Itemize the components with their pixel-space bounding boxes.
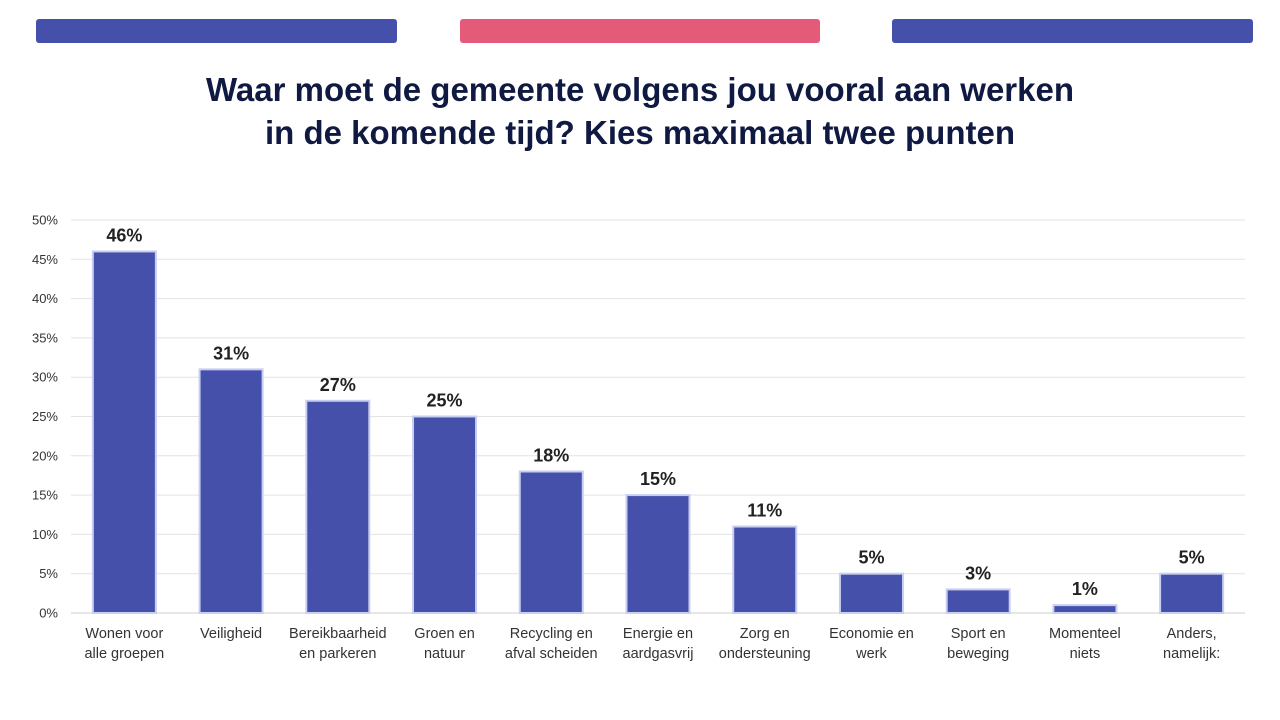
data-label: 1% bbox=[1072, 579, 1098, 599]
y-tick-label: 0% bbox=[39, 606, 58, 621]
data-label: 27% bbox=[320, 375, 356, 395]
x-category-label: en parkeren bbox=[299, 646, 376, 662]
bar bbox=[518, 470, 584, 614]
x-category-label: Veiligheid bbox=[200, 626, 262, 642]
chart-title-line-2: in de komende tijd? Kies maximaal twee p… bbox=[264, 114, 1015, 151]
x-category-label: aardgasvrij bbox=[623, 646, 694, 662]
data-label: 18% bbox=[533, 446, 569, 466]
x-category-label: Momenteel bbox=[1049, 626, 1121, 642]
data-label: 15% bbox=[640, 469, 676, 489]
y-tick-label: 15% bbox=[32, 488, 58, 503]
x-category-label: beweging bbox=[947, 646, 1009, 662]
x-category-label: alle groepen bbox=[84, 646, 164, 662]
decorative-bar-left bbox=[36, 19, 397, 43]
y-tick-label: 5% bbox=[39, 566, 58, 581]
x-category-label: Bereikbaarheid bbox=[289, 626, 387, 642]
x-category-label: werk bbox=[855, 646, 887, 662]
data-label: 5% bbox=[1179, 548, 1205, 568]
data-label: 25% bbox=[427, 391, 463, 411]
bar bbox=[1052, 604, 1118, 615]
data-label: 11% bbox=[747, 501, 782, 521]
chart-title-line-1: Waar moet de gemeente volgens jou vooral… bbox=[205, 71, 1075, 108]
data-label: 3% bbox=[965, 563, 991, 583]
bar bbox=[91, 250, 157, 614]
x-category-label: niets bbox=[1070, 646, 1101, 662]
x-category-label: Wonen voor bbox=[85, 626, 163, 642]
bar bbox=[305, 399, 371, 614]
x-category-label: Recycling en bbox=[510, 626, 593, 642]
bar bbox=[198, 368, 264, 614]
x-category-label: Economie en bbox=[829, 626, 914, 642]
bar bbox=[625, 494, 691, 615]
bar bbox=[1159, 572, 1225, 615]
data-label: 31% bbox=[213, 343, 249, 363]
decorative-bar-middle bbox=[460, 19, 820, 43]
y-tick-label: 45% bbox=[32, 252, 58, 267]
x-category-label: Energie en bbox=[623, 626, 693, 642]
bar bbox=[732, 525, 798, 614]
x-category-label: afval scheiden bbox=[505, 646, 598, 662]
x-category-label: Sport en bbox=[951, 626, 1006, 642]
y-tick-label: 40% bbox=[32, 291, 58, 306]
y-tick-label: 30% bbox=[32, 370, 58, 385]
x-category-label: ondersteuning bbox=[719, 646, 811, 662]
x-category-label: namelijk: bbox=[1163, 646, 1220, 662]
x-category-label: Zorg en bbox=[740, 626, 790, 642]
y-tick-label: 50% bbox=[32, 213, 58, 228]
bar bbox=[412, 415, 478, 614]
y-tick-label: 25% bbox=[32, 409, 58, 424]
decorative-bar-right bbox=[892, 19, 1253, 43]
bar bbox=[838, 572, 904, 615]
x-category-label: Anders, bbox=[1167, 626, 1217, 642]
bar bbox=[945, 588, 1011, 614]
data-label: 5% bbox=[858, 548, 884, 568]
x-category-label: Groen en bbox=[414, 626, 474, 642]
x-category-label: natuur bbox=[424, 646, 465, 662]
y-tick-label: 20% bbox=[32, 448, 58, 463]
y-tick-label: 35% bbox=[32, 330, 58, 345]
y-tick-label: 10% bbox=[32, 527, 58, 542]
data-label: 46% bbox=[106, 225, 142, 245]
